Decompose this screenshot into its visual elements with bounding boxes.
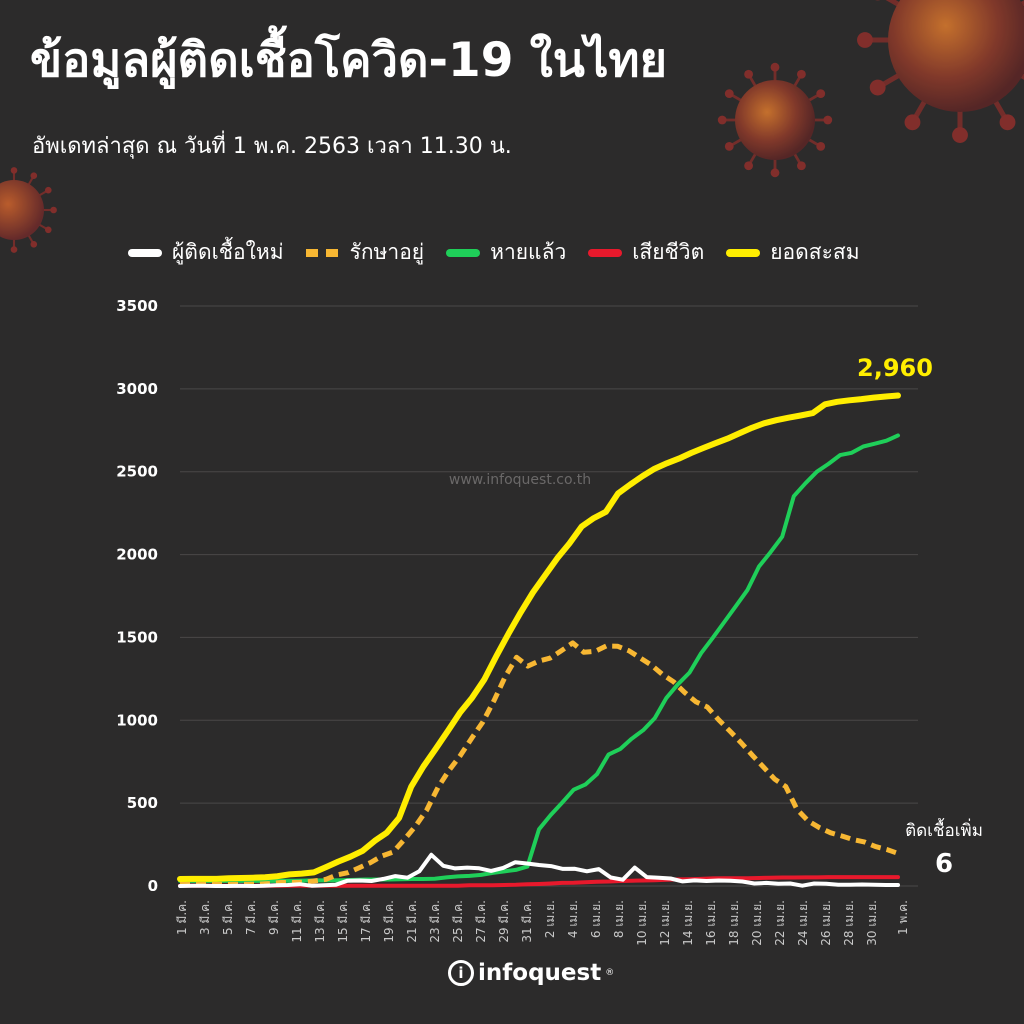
legend-item-deaths: เสียชีวิต <box>588 236 704 269</box>
x-tick-label: 21 มี.ค. <box>405 900 419 943</box>
logo-registered: ® <box>605 968 615 978</box>
legend-item-new-cases: ผู้ติดเชื้อใหม่ <box>128 236 284 269</box>
x-tick-label: 27 มี.ค. <box>474 900 488 943</box>
legend-label-new-cases: ผู้ติดเชื้อใหม่ <box>172 240 284 264</box>
page-title: ข้อมูลผู้ติดเชื้อโควิด-19 ในไทย <box>30 33 668 88</box>
x-tick-label: 31 มี.ค. <box>520 900 534 943</box>
legend-label-recovered: หายแล้ว <box>490 240 567 264</box>
x-tick-label: 10 เม.ย. <box>635 900 649 946</box>
x-tick-label: 6 เม.ย. <box>589 900 603 938</box>
legend-item-cumulative: ยอดสะสม <box>726 236 860 269</box>
y-tick-label: 500 <box>127 794 158 812</box>
y-tick-label: 2500 <box>116 463 158 481</box>
x-tick-label: 28 เม.ย. <box>842 900 856 946</box>
x-tick-label: 24 เม.ย. <box>796 900 810 946</box>
legend-swatch-deaths <box>588 248 623 257</box>
x-tick-label: 23 มี.ค. <box>428 900 442 943</box>
x-tick-label: 4 เม.ย. <box>566 900 580 938</box>
series-line-active <box>180 640 899 887</box>
series-line-cumulative <box>177 392 901 882</box>
x-tick-label: 29 มี.ค. <box>497 900 511 943</box>
series-line-recovered <box>178 433 900 883</box>
x-tick-label: 5 มี.ค. <box>221 900 235 935</box>
x-tick-label: 2 เม.ย. <box>543 900 557 938</box>
x-tick-label: 30 เม.ย. <box>865 900 879 946</box>
page-subtitle: อัพเดทล่าสุด ณ วันที่ 1 พ.ค. 2563 เวลา 1… <box>32 134 512 159</box>
legend-swatch-recovered <box>446 248 481 257</box>
y-tick-label: 3500 <box>116 297 158 315</box>
x-tick-label: 22 เม.ย. <box>773 900 787 946</box>
y-tick-label: 0 <box>148 877 158 895</box>
y-tick-label: 2000 <box>116 546 158 564</box>
new-cases-caption: ติดเชื้อเพิ่ม <box>905 818 983 841</box>
x-tick-label: 25 มี.ค. <box>451 900 465 943</box>
x-tick-label: 9 มี.ค. <box>267 900 281 935</box>
y-tick-label: 1500 <box>116 628 158 646</box>
x-tick-label: 17 มี.ค. <box>359 900 373 943</box>
x-tick-label: 13 มี.ค. <box>313 900 327 943</box>
y-tick-label: 1000 <box>116 711 158 729</box>
legend-item-recovered: หายแล้ว <box>446 236 566 269</box>
y-tick-label: 3000 <box>116 380 158 398</box>
x-tick-label: 18 เม.ย. <box>727 900 741 946</box>
x-tick-label: 14 เม.ย. <box>681 900 695 946</box>
x-tick-label: 3 มี.ค. <box>198 900 212 935</box>
watermark: www.infoquest.co.th <box>449 472 591 488</box>
new-cases-value: 6 <box>935 849 953 879</box>
x-tick-label: 11 มี.ค. <box>290 900 304 943</box>
x-tick-label: 15 มี.ค. <box>336 900 350 943</box>
legend-label-deaths: เสียชีวิต <box>632 240 705 264</box>
legend-label-active: รักษาอยู่ <box>349 240 425 264</box>
x-tick-label: 20 เม.ย. <box>750 900 764 946</box>
virus-left-icon <box>0 167 57 253</box>
legend-swatch-cumulative <box>726 248 761 257</box>
legend-label-cumulative: ยอดสะสม <box>770 240 860 264</box>
chart-legend: ผู้ติดเชื้อใหม่ รักษาอยู่ หายแล้ว เสียชี… <box>128 236 860 269</box>
x-tick-label: 19 มี.ค. <box>382 900 396 943</box>
virus-top-center-icon <box>717 62 833 178</box>
series-line-new-cases <box>178 852 900 888</box>
legend-item-active: รักษาอยู่ <box>305 236 425 269</box>
x-tick-label: 26 เม.ย. <box>819 900 833 946</box>
x-tick-label: 12 เม.ย. <box>658 900 672 946</box>
cumulative-total-label: 2,960 <box>857 354 933 382</box>
logo-text: infoquest <box>478 960 602 986</box>
infoquest-logo: i infoquest ® <box>448 960 614 986</box>
x-tick-label: 8 เม.ย. <box>612 900 626 938</box>
x-tick-label: 7 มี.ค. <box>244 900 258 935</box>
legend-swatch-new-cases <box>128 248 162 257</box>
virus-top-right-icon <box>857 0 1024 143</box>
info-icon: i <box>448 960 474 986</box>
x-tick-label: 1 มี.ค. <box>175 900 189 935</box>
x-tick-label: 1 พ.ค. <box>896 900 910 935</box>
legend-swatch-active <box>305 248 340 257</box>
x-tick-label: 16 เม.ย. <box>704 900 718 946</box>
